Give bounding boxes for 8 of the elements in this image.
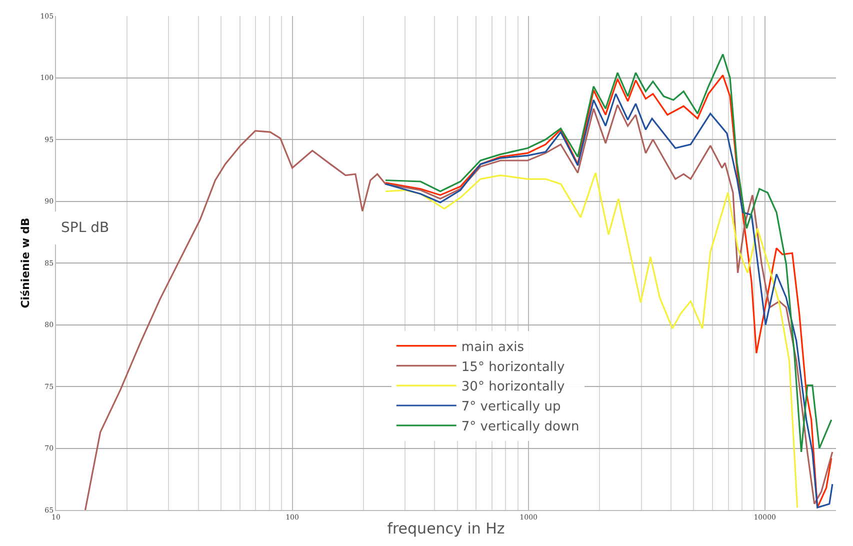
legend-label: 30° horizontally bbox=[461, 380, 566, 395]
legend-label: 7° vertically down bbox=[461, 419, 580, 434]
legend-label: 15° horizontally bbox=[461, 360, 566, 375]
annotation: SPL dB bbox=[61, 220, 110, 236]
legend-label: 7° vertically up bbox=[461, 400, 561, 415]
x-axis-title: frequency in Hz bbox=[387, 519, 505, 538]
legend-label: main axis bbox=[461, 340, 524, 355]
y-axis-title: Ciśnienie w dB bbox=[18, 218, 32, 308]
